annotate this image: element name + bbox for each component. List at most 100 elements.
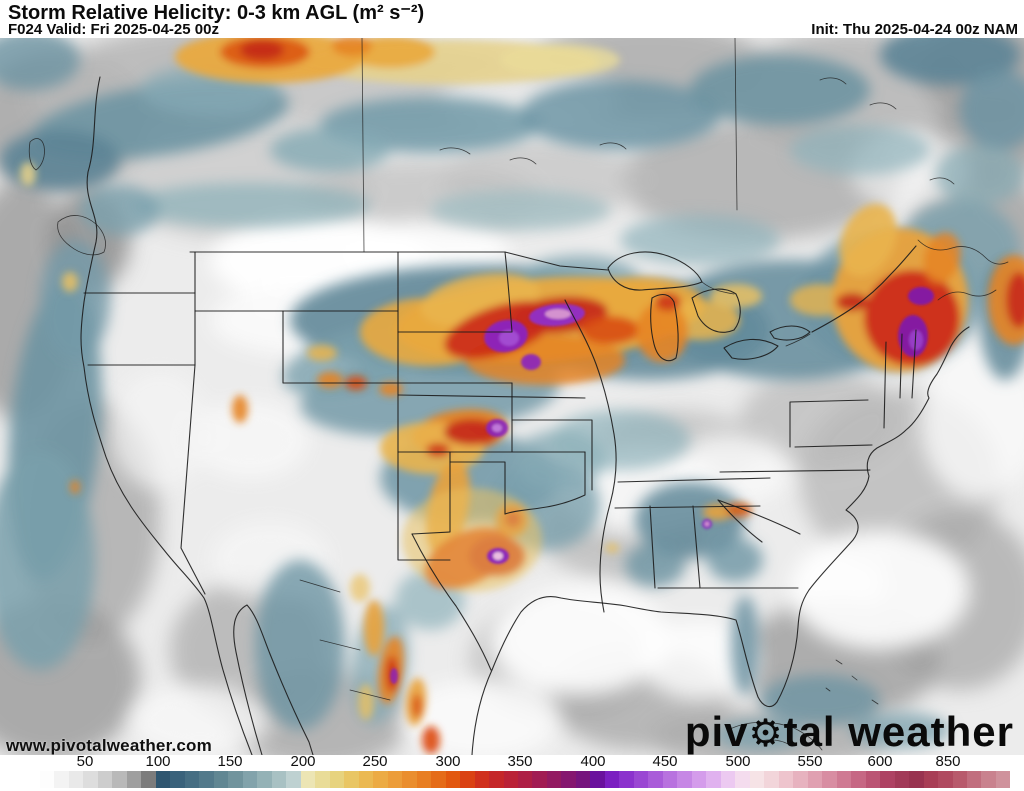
gear-icon: ⚙	[748, 713, 784, 755]
colorbar-cell	[561, 771, 576, 788]
field-blob	[550, 410, 690, 470]
colorbar-cell	[315, 771, 330, 788]
colorbar-cell	[271, 771, 287, 788]
colorbar-cell	[938, 771, 953, 788]
colorbar-tick-label: 850	[935, 753, 961, 770]
helicity-map	[0, 38, 1024, 755]
colorbar-cell	[460, 771, 475, 788]
field-blob	[545, 309, 571, 319]
field-blob	[605, 543, 619, 553]
colorbar-cell	[633, 771, 649, 788]
field-blob	[935, 145, 1024, 205]
field-layer-warm	[20, 38, 1024, 754]
field-blob	[960, 70, 1024, 150]
colorbar-cell	[807, 771, 823, 788]
colorbar-cell	[54, 771, 69, 788]
field-blob	[0, 38, 80, 90]
field-blob	[520, 80, 720, 150]
colorbar-cell	[995, 771, 1011, 788]
colorbar-cell	[851, 771, 866, 788]
field-blob	[240, 40, 284, 60]
colorbar-cell	[909, 771, 924, 788]
colorbar-tick-label: 350	[507, 753, 533, 770]
colorbar-cell	[445, 771, 461, 788]
colorbar-tick-label: 400	[580, 753, 606, 770]
field-blob	[412, 694, 422, 718]
colorbar-cell	[286, 771, 301, 788]
field-layer-cores	[390, 287, 934, 684]
field-blob	[20, 162, 36, 186]
colorbar-cell	[474, 771, 490, 788]
colorbar-cell	[126, 771, 142, 788]
colorbar-cell	[894, 771, 910, 788]
field-blob	[839, 203, 897, 277]
field-blob	[710, 284, 762, 308]
colorbar-tick-label: 300	[435, 753, 461, 770]
colorbar-tick-label: 500	[725, 753, 751, 770]
field-blob	[790, 125, 930, 175]
colorbar-cell	[112, 771, 127, 788]
field-blob	[379, 382, 403, 396]
colorbar-cell	[300, 771, 316, 788]
colorbar-cell	[329, 771, 345, 788]
colorbar-cell	[967, 771, 982, 788]
colorbar-cell	[83, 771, 98, 788]
field-blob	[635, 482, 745, 558]
field-blob	[358, 684, 374, 720]
field-blob	[364, 600, 384, 656]
field-blob	[70, 480, 80, 494]
colorbar-cell	[822, 771, 837, 788]
colorbar-cell	[619, 771, 634, 788]
colorbar-cell	[228, 771, 243, 788]
colorbar-cell	[503, 771, 518, 788]
colorbar-cell	[141, 771, 156, 788]
field-blob	[130, 183, 370, 227]
colorbar-cell	[40, 771, 55, 788]
field-blob	[62, 272, 78, 292]
colorbar-cell	[517, 771, 533, 788]
colorbar-cell	[691, 771, 707, 788]
field-blob	[492, 424, 502, 432]
colorbar-cell	[735, 771, 750, 788]
colorbar-cell	[546, 771, 562, 788]
field-blob	[390, 668, 398, 684]
field-blob	[80, 185, 160, 235]
colorbar-cell	[981, 771, 996, 788]
colorbar-cell	[648, 771, 663, 788]
field-blob	[620, 215, 780, 265]
colorbar-cell	[199, 771, 214, 788]
colorbar-tick-label: 100	[145, 753, 171, 770]
field-blob	[350, 220, 510, 280]
field-blob	[40, 240, 110, 360]
field-blob	[690, 55, 870, 125]
colorbar-cell	[793, 771, 808, 788]
field-blob	[580, 316, 640, 344]
field-blob	[255, 560, 345, 730]
field-blob	[350, 574, 370, 602]
field-blob	[232, 395, 248, 423]
colorbar-cell	[778, 771, 794, 788]
field-blob	[760, 675, 880, 725]
field-blob	[400, 680, 560, 755]
field-blob	[190, 400, 310, 480]
colorbar-cell	[242, 771, 258, 788]
field-blob	[307, 345, 337, 361]
colorbar-cell	[865, 771, 881, 788]
colorbar-cell	[662, 771, 678, 788]
colorbar-tick-label: 150	[217, 753, 243, 770]
colorbar-cell	[416, 771, 432, 788]
colorbar-cell	[764, 771, 779, 788]
colorbar-cell	[387, 771, 403, 788]
colorbar-cell	[575, 771, 591, 788]
colorbar-cell	[184, 771, 200, 788]
field-blob	[0, 130, 120, 190]
field-blob	[908, 287, 934, 305]
field-blob	[430, 190, 610, 230]
colorbar-tick-label: 200	[290, 753, 316, 770]
colorbar-cell	[836, 771, 852, 788]
field-blob	[490, 585, 670, 695]
colorbar-cell	[489, 771, 504, 788]
field-blob	[726, 503, 752, 517]
colorbar-tick-label: 450	[652, 753, 678, 770]
field-blob	[1006, 272, 1024, 328]
